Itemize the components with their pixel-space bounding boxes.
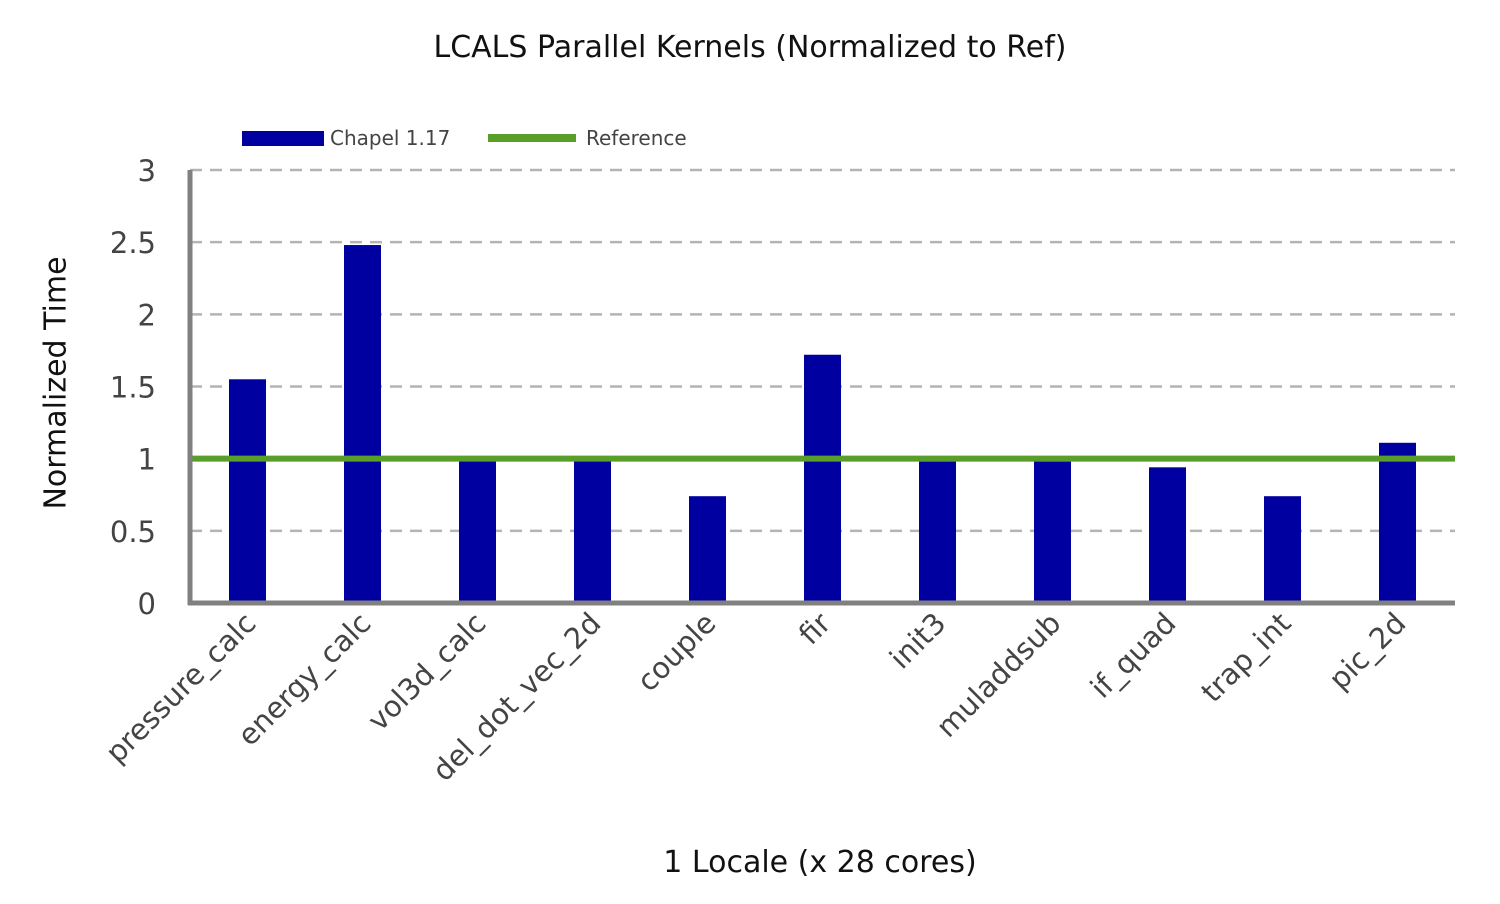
axes — [187, 170, 1455, 606]
bar-muladdsub — [1034, 461, 1071, 603]
bar-trap_int — [1264, 496, 1301, 603]
bar-del_dot_vec_2d — [574, 458, 611, 603]
x-tick-label: fir — [792, 606, 837, 651]
bar-pic_2d — [1379, 442, 1416, 603]
bar-fir — [804, 354, 841, 603]
bar-couple — [689, 496, 726, 603]
x-axis-title: 1 Locale (x 28 cores) — [663, 845, 977, 880]
x-tick-label: pic_2d — [1322, 606, 1412, 696]
y-tick-label: 0.5 — [110, 515, 156, 549]
legend-label-chapel: Chapel 1.17 — [330, 126, 450, 150]
x-tick-label: trap_int — [1194, 606, 1297, 709]
x-tick-label: muladdsub — [929, 606, 1067, 744]
y-tick-label: 2 — [138, 298, 156, 332]
bar-vol3d_calc — [459, 460, 496, 603]
bar-pressure_calc — [229, 379, 266, 603]
legend-swatch-reference — [488, 134, 576, 142]
bar-init3 — [919, 461, 956, 603]
y-tick-label: 1 — [138, 443, 156, 477]
y-tick-label: 1.5 — [110, 371, 156, 405]
legend-label-reference: Reference — [586, 126, 687, 150]
y-tick-label: 2.5 — [110, 226, 156, 260]
x-tick-label: pressure_calc — [99, 606, 263, 770]
x-tick-label: init3 — [883, 606, 953, 676]
bars — [229, 245, 1416, 603]
legend-swatch-chapel — [242, 131, 324, 146]
x-tick-label: if_quad — [1084, 606, 1183, 705]
x-tick-label: couple — [630, 606, 722, 698]
y-tick-label: 0 — [138, 587, 156, 621]
bar-energy_calc — [344, 245, 381, 603]
tick-labels: 00.511.522.53pressure_calcenergy_calcvol… — [99, 154, 1413, 788]
bar-if_quad — [1149, 467, 1186, 603]
legend: Chapel 1.17 Reference — [242, 126, 687, 150]
y-tick-label: 3 — [138, 154, 156, 188]
chart-title: LCALS Parallel Kernels (Normalized to Re… — [433, 30, 1067, 65]
